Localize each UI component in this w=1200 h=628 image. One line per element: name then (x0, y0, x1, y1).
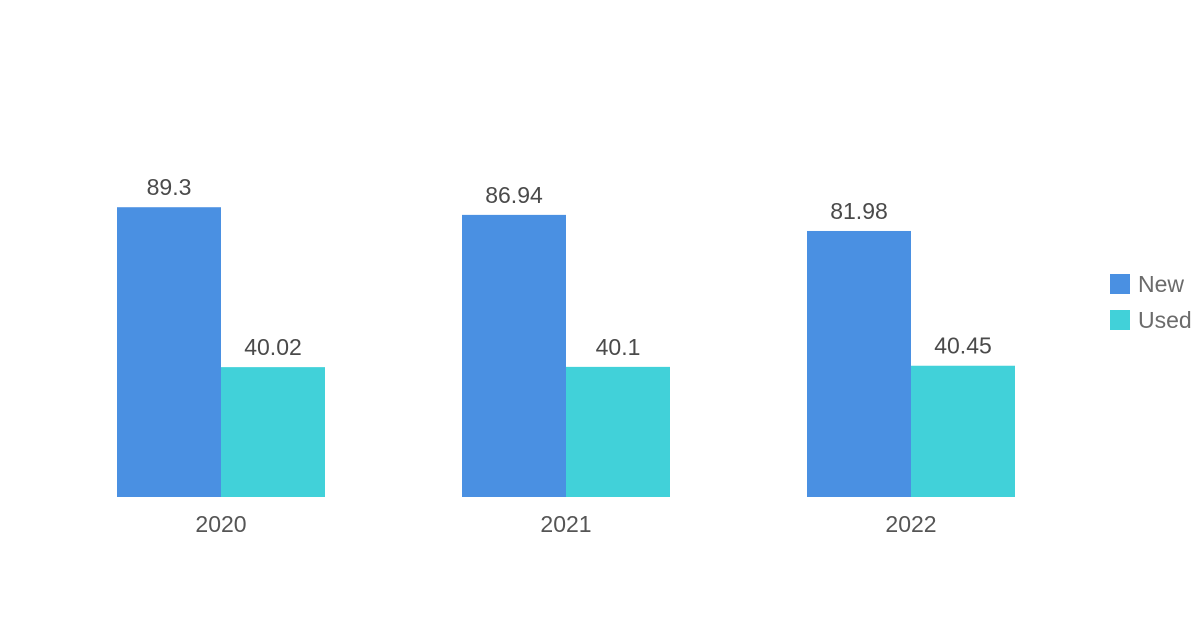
legend-swatch-new (1110, 274, 1130, 294)
legend-label-used: Used (1138, 307, 1192, 333)
x-tick-label-2022: 2022 (885, 511, 936, 537)
legend-label-new: New (1138, 271, 1184, 297)
data-label-used-2020: 40.02 (244, 334, 302, 360)
legend: New Used (1110, 271, 1192, 333)
bar-used-2020 (221, 367, 325, 497)
bar-new-2022 (807, 230, 911, 497)
data-label-new-2021: 86.94 (485, 182, 543, 208)
x-tick-label-2021: 2021 (540, 511, 591, 537)
bar-new-2020 (117, 207, 221, 497)
data-label-used-2022: 40.45 (934, 333, 992, 359)
x-tick-label-2020: 2020 (195, 511, 246, 537)
data-labels-layer: 89.3 40.02 86.94 40.1 81.98 40.45 (147, 174, 992, 360)
data-label-new-2020: 89.3 (147, 174, 192, 200)
legend-swatch-used (1110, 310, 1130, 330)
bar-used-2021 (566, 366, 670, 497)
data-label-used-2021: 40.1 (596, 334, 641, 360)
bars-layer (117, 207, 1015, 497)
bar-new-2021 (462, 214, 566, 497)
bar-used-2022 (911, 365, 1015, 497)
data-label-new-2022: 81.98 (830, 198, 888, 224)
x-axis-ticks: 2020 2021 2022 (195, 511, 936, 537)
